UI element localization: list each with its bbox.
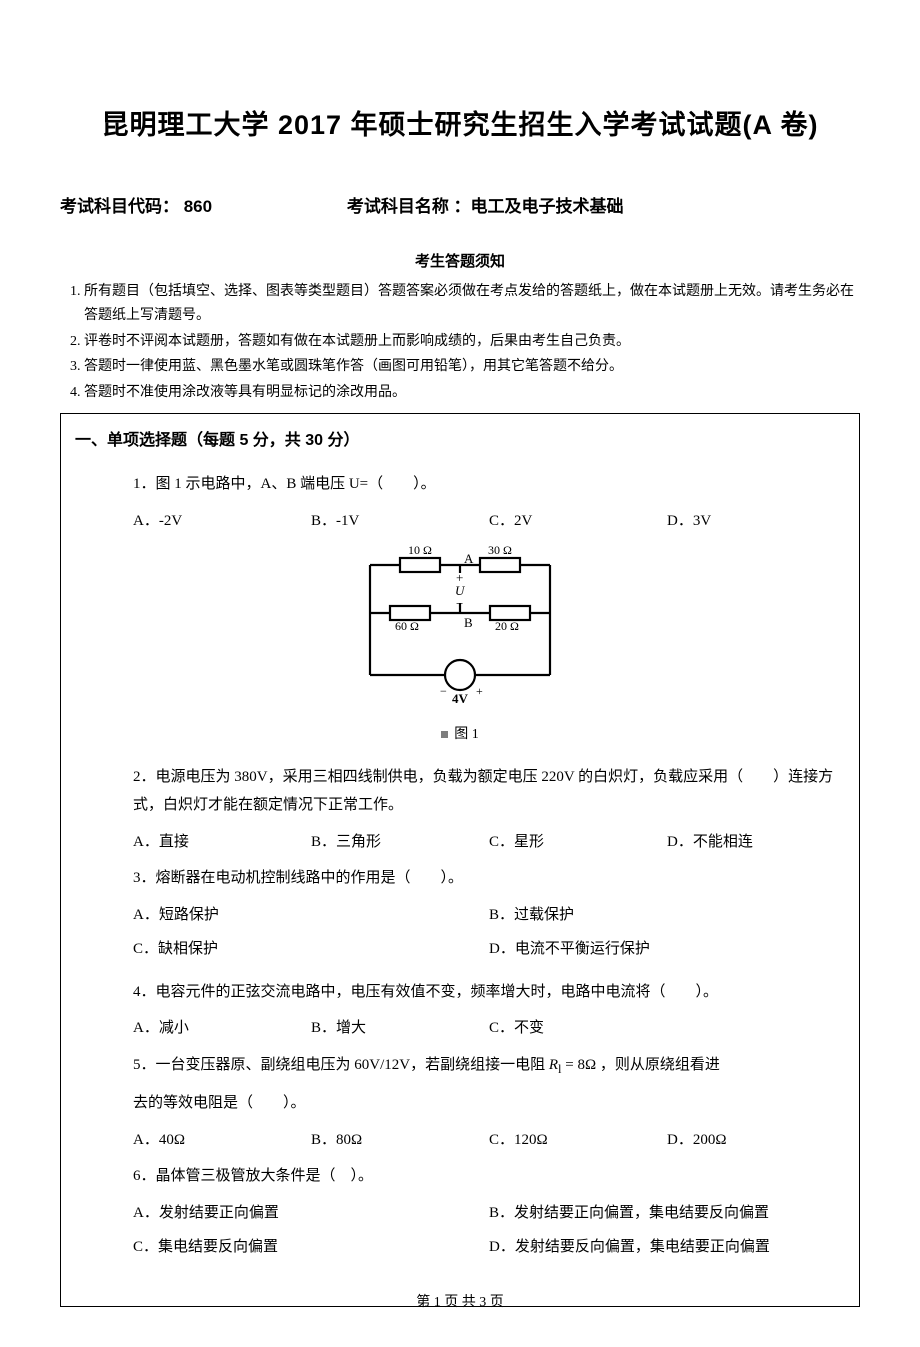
q1-stem: 1．图 1 示电路中，A、B 端电压 U=（ ）。: [133, 470, 845, 499]
svg-text:10 Ω: 10 Ω: [408, 545, 432, 557]
circuit-svg: 10 Ω 30 Ω 60 Ω 20 Ω A B + U − − + 4V: [340, 545, 580, 705]
q5-opt-a: A．40Ω: [133, 1126, 311, 1155]
svg-text:−: −: [456, 596, 463, 611]
q1-opt-c: C．2V: [489, 507, 667, 536]
notice-title: 考生答题须知: [60, 248, 860, 277]
q6-opt-a: A．发射结要正向偏置: [133, 1199, 489, 1228]
svg-text:B: B: [464, 615, 473, 630]
q6-opt-b: B．发射结要正向偏置，集电结要反向偏置: [489, 1199, 845, 1228]
svg-text:A: A: [464, 551, 474, 566]
q2-opt-c: C．星形: [489, 828, 667, 857]
page-title: 昆明理工大学 2017 年硕士研究生招生入学考试试题(A 卷): [60, 100, 860, 151]
q3-opt-b: B．过载保护: [489, 901, 845, 930]
figure-1: 10 Ω 30 Ω 60 Ω 20 Ω A B + U − − + 4V: [75, 545, 845, 716]
svg-text:+: +: [476, 684, 483, 698]
q6-options: A．发射结要正向偏置 B．发射结要正向偏置，集电结要反向偏置 C．集电结要反向偏…: [133, 1199, 845, 1268]
svg-text:4V: 4V: [452, 691, 469, 705]
q5-stem-b: 去的等效电阻是（ ）。: [133, 1089, 845, 1118]
q4-opt-c: C．不变: [489, 1014, 667, 1043]
q3-options: A．短路保护 B．过载保护 C．缺相保护 D．电流不平衡运行保护: [133, 901, 845, 970]
subject-code: 考试科目代码： 860: [60, 191, 212, 223]
question-box: 一、单项选择题（每题 5 分，共 30 分） 1．图 1 示电路中，A、B 端电…: [60, 413, 860, 1307]
q4-opt-b: B．增大: [311, 1014, 489, 1043]
q4-opt-a: A．减小: [133, 1014, 311, 1043]
q5-opt-d: D．200Ω: [667, 1126, 845, 1155]
q5-stem: 5．一台变压器原、副绕组电压为 60V/12V，若副绕组接一电阻 Rl = 8Ω…: [133, 1051, 845, 1082]
q3-stem: 3．熔断器在电动机控制线路中的作用是（ ）。: [133, 864, 845, 893]
q2-opt-a: A．直接: [133, 828, 311, 857]
figure-1-caption: 图 1: [75, 722, 845, 749]
svg-text:20 Ω: 20 Ω: [495, 619, 519, 633]
notice-item: 答题时一律使用蓝、黑色墨水笔或圆珠笔作答（画图可用铅笔），用其它笔答题不给分。: [84, 355, 860, 379]
q1-opt-d: D．3V: [667, 507, 845, 536]
q1-options: A．-2V B．-1V C．2V D．3V: [133, 507, 845, 536]
page-footer: 第 1 页 共 3 页: [0, 1290, 920, 1317]
q6-opt-c: C．集电结要反向偏置: [133, 1233, 489, 1262]
q2-options: A．直接 B．三角形 C．星形 D．不能相连: [133, 828, 845, 857]
caption-bullet-icon: [441, 731, 448, 738]
q1-opt-b: B．-1V: [311, 507, 489, 536]
q3-opt-a: A．短路保护: [133, 901, 489, 930]
q5-opt-c: C．120Ω: [489, 1126, 667, 1155]
q2-opt-d: D．不能相连: [667, 828, 845, 857]
q6-opt-d: D．发射结要反向偏置，集电结要正向偏置: [489, 1233, 845, 1262]
svg-text:60 Ω: 60 Ω: [395, 619, 419, 633]
q2-stem: 2．电源电压为 380V，采用三相四线制供电，负载为额定电压 220V 的白炽灯…: [133, 763, 845, 820]
notice-item: 答题时不准使用涂改液等具有明显标记的涂改用品。: [84, 381, 860, 405]
subject-name: 考试科目名称 ：电工及电子技术基础: [347, 191, 624, 223]
section-heading: 一、单项选择题（每题 5 分，共 30 分）: [75, 426, 845, 456]
q4-options: A．减小 B．增大 C．不变: [133, 1014, 845, 1043]
q2-opt-b: B．三角形: [311, 828, 489, 857]
q6-stem: 6．晶体管三极管放大条件是（ ）。: [133, 1162, 845, 1191]
meta-row: 考试科目代码： 860 考试科目名称 ：电工及电子技术基础: [60, 191, 860, 223]
q5-opt-b: B．80Ω: [311, 1126, 489, 1155]
q3-opt-c: C．缺相保护: [133, 935, 489, 964]
notice-item: 评卷时不评阅本试题册，答题如有做在本试题册上而影响成绩的，后果由考生自己负责。: [84, 330, 860, 354]
svg-text:30 Ω: 30 Ω: [488, 545, 512, 557]
notice-item: 所有题目（包括填空、选择、图表等类型题目）答题答案必须做在考点发给的答题纸上，做…: [84, 280, 860, 328]
q1-opt-a: A．-2V: [133, 507, 311, 536]
q4-stem: 4．电容元件的正弦交流电路中，电压有效值不变，频率增大时，电路中电流将（ ）。: [133, 978, 845, 1007]
svg-text:−: −: [440, 684, 447, 698]
exam-page: 昆明理工大学 2017 年硕士研究生招生入学考试试题(A 卷) 考试科目代码： …: [0, 0, 920, 1347]
q5-options: A．40Ω B．80Ω C．120Ω D．200Ω: [133, 1126, 845, 1155]
notice-list: 所有题目（包括填空、选择、图表等类型题目）答题答案必须做在考点发给的答题纸上，做…: [60, 280, 860, 405]
q3-opt-d: D．电流不平衡运行保护: [489, 935, 845, 964]
